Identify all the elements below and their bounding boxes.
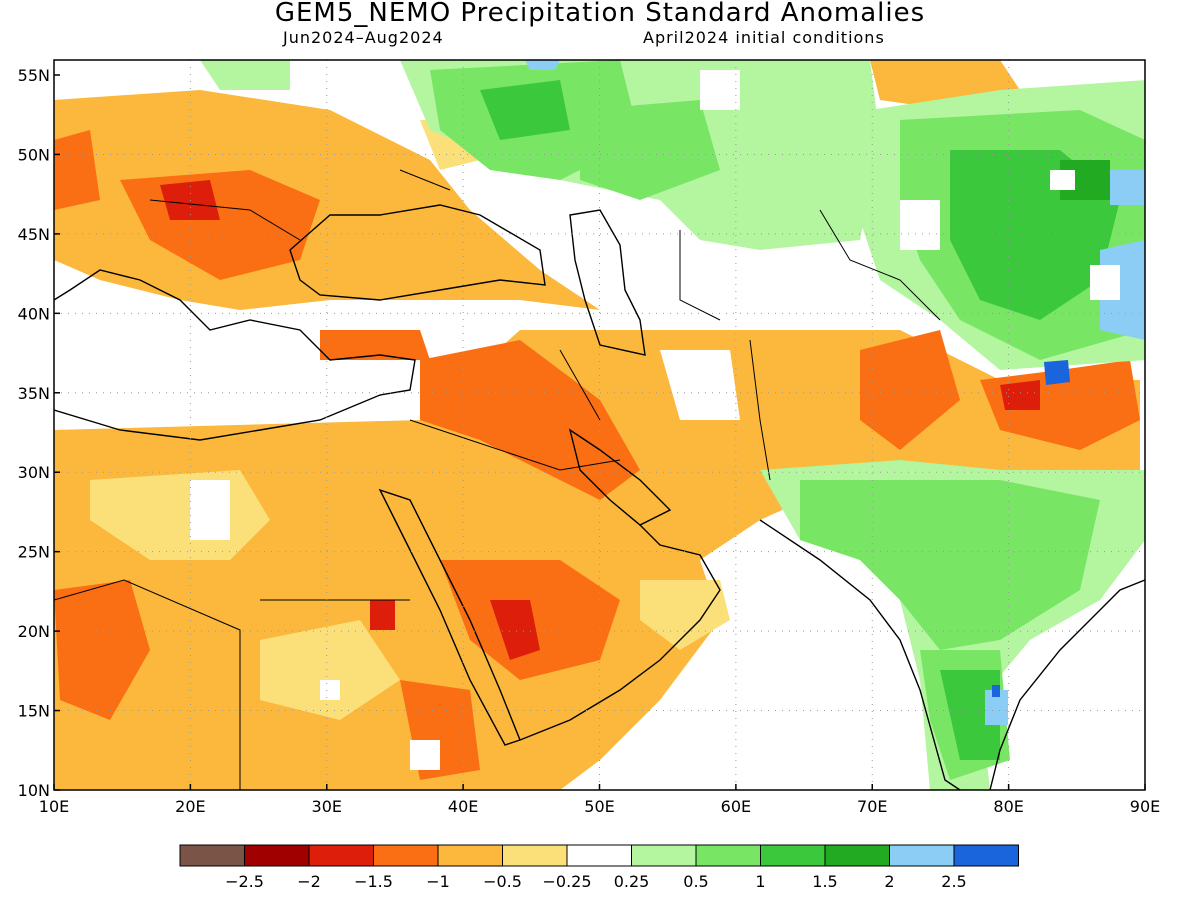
lon-tick-label: 30E (312, 797, 342, 816)
initial-conditions: April2024 initial conditions (643, 28, 885, 47)
lon-tick-label: 10E (39, 797, 69, 816)
lat-tick-label: 55N (18, 66, 50, 85)
lat-tick-label: 10N (18, 781, 50, 800)
color-legend: −2.5 −2 −1.5 −1 −0.5 −0.25 0.25 0.5 1 1.5 2 2.5 (179, 844, 1019, 891)
legend-swatch (631, 844, 697, 867)
legend-label: −0.25 (542, 872, 591, 891)
legend-swatch (889, 844, 955, 867)
lat-tick-label: 15N (18, 702, 50, 721)
legend-swatch (566, 844, 632, 867)
lat-tick-label: 20N (18, 622, 50, 641)
lat-tick-label: 35N (18, 384, 50, 403)
legend-label: 1 (755, 872, 765, 891)
legend-swatch (373, 844, 439, 867)
legend-label: −2.5 (225, 872, 264, 891)
legend-swatch (502, 844, 568, 867)
lat-tick-label: 50N (18, 145, 50, 164)
lat-tick-label: 30N (18, 463, 50, 482)
legend-swatch (244, 844, 310, 867)
lon-tick-label: 60E (721, 797, 751, 816)
lat-tick-label: 40N (18, 304, 50, 323)
legend-label: −1.5 (354, 872, 393, 891)
lon-tick-label: 80E (993, 797, 1023, 816)
lon-tick-label: 70E (857, 797, 887, 816)
legend-label: 0.25 (614, 872, 650, 891)
graticule (54, 60, 1145, 790)
legend-label: 2.5 (941, 872, 966, 891)
legend-label: −2 (297, 872, 321, 891)
legend-label: 2 (884, 872, 894, 891)
lat-tick-label: 45N (18, 225, 50, 244)
coastlines (54, 169, 1145, 790)
lon-tick-label: 20E (175, 797, 205, 816)
legend-swatch (953, 844, 1019, 867)
lon-tick-label: 40E (448, 797, 478, 816)
legend-label: 0.5 (683, 872, 708, 891)
legend-swatch (824, 844, 890, 867)
lon-tick-label: 50E (584, 797, 614, 816)
forecast-period: Jun2024–Aug2024 (283, 28, 444, 47)
legend-swatch (695, 844, 761, 867)
legend-swatch (760, 844, 826, 867)
legend-label: −0.5 (483, 872, 522, 891)
legend-swatch (308, 844, 374, 867)
lat-tick-label: 25N (18, 543, 50, 562)
legend-swatch (437, 844, 503, 867)
map-title: GEM5_NEMO Precipitation Standard Anomali… (274, 0, 926, 28)
legend-label: −1 (426, 872, 450, 891)
legend-swatch (179, 844, 245, 867)
legend-label: 1.5 (812, 872, 837, 891)
lon-tick-label: 90E (1130, 797, 1160, 816)
